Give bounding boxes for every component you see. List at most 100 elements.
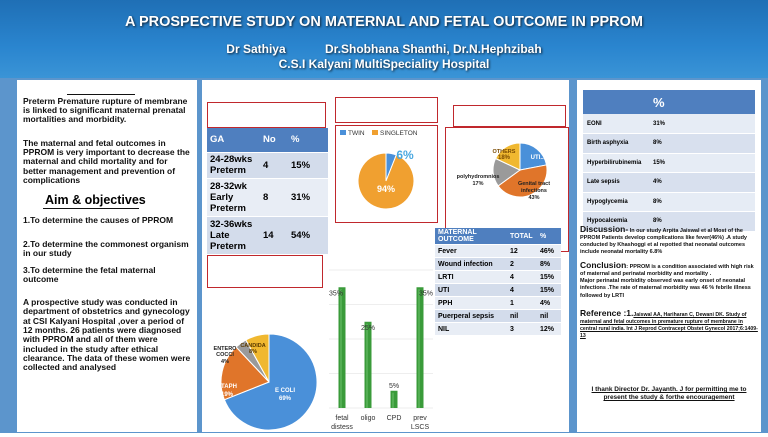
table-cell: 8% <box>649 133 755 154</box>
discussion-body: In our study Arpita Jaiswal et al Most o… <box>580 228 747 256</box>
table-cell: 4 <box>507 270 537 284</box>
table-row: EONI 31% <box>583 114 755 134</box>
authors: Dr Sathiya Dr.Shobhana Shanthi, Dr.N.Hep… <box>0 42 768 56</box>
data-label: STAPH <box>217 384 237 390</box>
author-coauthors: Dr.Shobhana Shanthi, Dr.N.Hephzibah <box>325 42 542 56</box>
table-row: Hypocalcemia 8% <box>583 211 755 232</box>
indication-bar-chart: 35% fetal distess 25% oligo 5% CPD 35% prev LSCS <box>329 269 433 431</box>
data-label: 94% <box>377 184 395 194</box>
table-cell: Fever <box>435 244 507 258</box>
reference-heading: Reference :1. <box>580 308 634 318</box>
causes-chart-frame: UTI... Genital tract infections 43% polyhydr… <box>445 127 569 252</box>
data-label: OTHERS <box>493 149 516 155</box>
table-header: % <box>649 90 755 114</box>
gestational-age-table: GA No % 24-28wks Preterm 4 15% 28-32wk E… <box>207 128 328 255</box>
tick-label: distess <box>331 424 353 431</box>
conclusion-text: Conclusion: PPROM is a condition associa… <box>580 260 760 300</box>
table-row: Hypoglycemia 8% <box>583 192 755 212</box>
pie-slice <box>245 333 270 383</box>
table-row: Puerperal sepsis nil nil <box>435 309 561 323</box>
data-label: UTI... <box>531 155 546 161</box>
data-label: 17% <box>472 181 483 187</box>
divider <box>43 208 139 209</box>
pie-slice <box>223 333 318 431</box>
tick-label: prev <box>413 415 427 422</box>
table-cell: 12 <box>507 244 537 258</box>
table-row: Hyperbilirubinemia 15% <box>583 153 755 173</box>
table-cell: Late sepsis <box>583 172 649 193</box>
table-cell: Birth asphyxia <box>583 133 649 154</box>
twin-singleton-pie-chart: TWIN SINGLETON 6% 94% <box>340 130 418 210</box>
data-label: ENTERO <box>214 346 238 352</box>
maternal-outcome-table: MATERNAL OUTCOME TOTAL % Fever 12 46% Wound… <box>435 228 561 336</box>
table-cell: 1 <box>507 296 537 310</box>
bar <box>416 287 424 408</box>
table-cell: 8% <box>649 192 755 212</box>
data-label: 69% <box>279 396 292 402</box>
table-row: 32-36wks Late Preterm 14 54% <box>207 216 328 255</box>
table-cell: nil <box>537 309 561 323</box>
data-label: CANDIDA <box>240 343 265 349</box>
table-cell: 28-32wk Early Preterm <box>207 178 260 217</box>
table-cell: 31% <box>649 114 755 134</box>
conclusion-body: : PPROM is a condition associated with h… <box>580 264 754 278</box>
table-cell: 46% <box>537 244 561 258</box>
table-cell: 4 <box>507 283 537 297</box>
bar <box>338 287 346 408</box>
organism-chart-frame: E COLI 69% STAPH 19% ENTERO COCCI 4% CANDIDA 8% <box>207 290 320 432</box>
reference-text: Reference :1.Jaiswal AA, Hariharan C, De… <box>580 308 760 339</box>
data-label: 6% <box>396 148 414 162</box>
data-label: polyhydromnios <box>457 174 500 180</box>
right-panel: % EONI 31% Birth asphyxia 8% Hyperbilirubine… <box>577 80 761 432</box>
bar <box>390 390 398 408</box>
section-title-box <box>335 97 438 123</box>
table-cell: 15% <box>288 152 328 179</box>
methods-text: A prospective study was conducted in dep… <box>23 297 191 373</box>
pie-slice <box>220 346 270 401</box>
table-row: 24-28wks Preterm 4 15% <box>207 152 328 179</box>
legend-label: SINGLETON <box>380 130 418 137</box>
data-label: 8% <box>249 349 257 355</box>
table-cell: LRTI <box>435 270 507 284</box>
table-cell: UTI <box>435 283 507 297</box>
neonatal-complications-table: % EONI 31% Birth asphyxia 8% Hyperbilirubine… <box>583 90 755 232</box>
table-header: No <box>260 128 288 153</box>
table-cell: EONI <box>583 114 649 134</box>
acknowledgement: I thank Director Dr. Jayanth. J for perm… <box>591 386 747 402</box>
table-cell: 4% <box>649 172 755 193</box>
table-cell: 2 <box>507 257 537 271</box>
table-cell: Hypocalcemia <box>583 211 649 232</box>
legend-swatch <box>340 130 346 135</box>
aim-item-3: 3.To determine the fetal maternal outcom… <box>23 265 156 285</box>
discussion-text: Discussion- In our study Arpita Jaiswal … <box>580 224 760 257</box>
section-title-box <box>207 102 326 128</box>
data-label: COCCI <box>216 352 234 358</box>
table-cell: nil <box>507 309 537 323</box>
table-cell: 8% <box>537 257 561 271</box>
table-row: Late sepsis 4% <box>583 172 755 193</box>
table-cell: 14 <box>260 216 288 255</box>
table-cell: PPH <box>435 296 507 310</box>
legend-label: TWIN <box>348 130 365 137</box>
table-row: Birth asphyxia 8% <box>583 133 755 154</box>
aim-item-2: 2.To determine the commonest organism in… <box>23 239 189 259</box>
table-cell: 15% <box>537 283 561 297</box>
table-row: Fever 12 46% <box>435 244 561 258</box>
twin-singleton-chart-frame: TWIN SINGLETON 6% 94% <box>335 125 438 223</box>
pie-slice <box>497 164 548 198</box>
divider <box>67 94 135 95</box>
data-label: 19% <box>221 392 234 398</box>
table-row: LRTI 4 15% <box>435 270 561 284</box>
table-row: UTI 4 15% <box>435 283 561 297</box>
pie-slice <box>357 152 415 210</box>
intro-text: Preterm Premature rupture of membrane is… <box>23 96 188 125</box>
table-cell: 15% <box>537 270 561 284</box>
section-title-box <box>207 255 323 288</box>
data-label: infections <box>521 188 547 194</box>
table-cell: Hypoglycemia <box>583 192 649 212</box>
data-label: 18% <box>498 155 511 161</box>
section-title-box <box>453 105 566 127</box>
author-primary: Dr Sathiya <box>226 42 286 56</box>
